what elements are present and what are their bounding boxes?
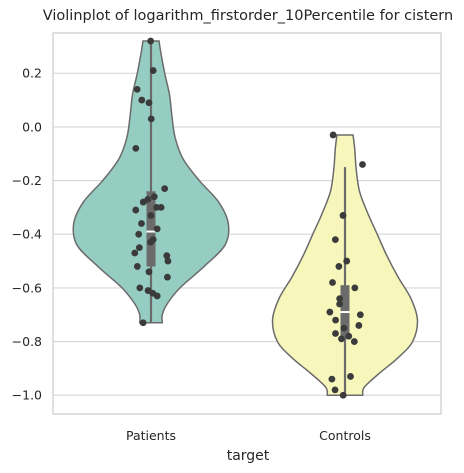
data-point [148,212,155,219]
y-tick-label: −0.4 [12,227,42,242]
data-point [341,325,348,332]
data-point [340,392,347,399]
data-point [150,67,157,74]
x-axis-label: target [227,448,270,464]
data-point [140,319,147,326]
data-point [138,220,145,227]
data-point [335,263,342,270]
x-tick-label: Controls [319,428,371,443]
data-point [351,284,358,291]
data-point [332,386,339,393]
y-tick-label: 0.2 [22,66,42,81]
data-point [151,193,158,200]
data-point [134,86,141,93]
data-point [326,309,333,316]
data-point [164,274,171,281]
data-point [355,322,362,329]
x-tick-label: Patients [126,428,176,443]
y-tick-label: 0.0 [22,119,42,134]
data-point [148,115,155,122]
data-point [154,293,161,300]
data-point [132,145,139,152]
data-point [329,376,336,383]
data-point [329,279,336,286]
data-point [338,335,345,342]
data-point [336,301,343,308]
data-point [147,38,154,45]
y-tick-label: −0.8 [12,334,42,349]
data-point [165,258,172,265]
data-point [136,244,143,251]
data-point [332,330,339,337]
data-point [359,161,366,168]
data-point [140,199,147,206]
data-point [147,239,154,246]
data-point [345,333,352,340]
data-point [135,231,142,238]
data-point [146,268,153,275]
data-point [154,225,161,232]
y-tick-label: −0.6 [12,280,42,295]
data-point [134,263,141,270]
data-point [161,185,168,192]
data-point [332,236,339,243]
data-point [136,284,143,291]
data-point [340,212,347,219]
data-point [347,373,354,380]
data-point [330,132,337,139]
data-point [351,338,358,345]
data-point [343,258,350,265]
data-point [332,317,339,324]
y-tick-label: −0.2 [12,173,42,188]
data-point [357,311,364,318]
data-point [132,207,139,214]
data-point [131,250,138,257]
chart-title: Violinplot of logarithm_firstorder_10Per… [43,8,453,24]
y-tick-label: −1.0 [12,388,42,403]
data-point [138,97,145,104]
data-point [146,99,153,106]
data-point [153,204,160,211]
